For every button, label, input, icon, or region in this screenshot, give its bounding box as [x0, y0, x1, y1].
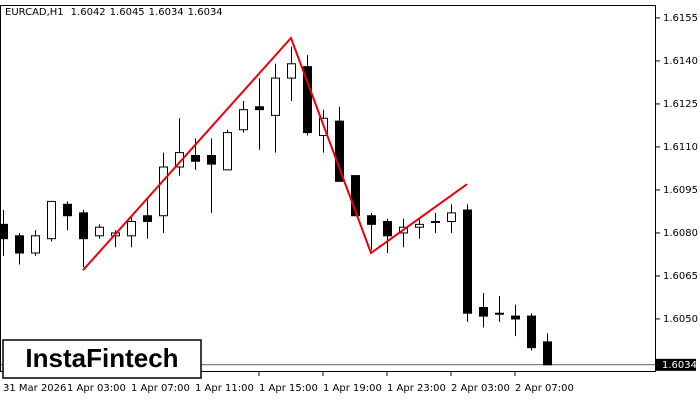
x-tick-label: 1 Apr 07:00: [131, 383, 190, 394]
x-tick-label: 2 Apr 03:00: [451, 383, 510, 394]
candle-body: [543, 341, 552, 366]
header-high: 1.6045: [110, 7, 145, 18]
candle-body: [175, 152, 184, 168]
x-tick-label: 1 Apr 03:00: [67, 383, 126, 394]
x-tick-label: 1 Apr 19:00: [323, 383, 382, 394]
candle-body: [335, 120, 344, 182]
plot-frame: [0, 5, 656, 372]
y-tick-label: 1.6050: [663, 314, 698, 325]
header-close: 1.6034: [188, 7, 223, 18]
candle-body: [527, 315, 536, 349]
y-tick-label: 1.6110: [663, 142, 698, 153]
candle-body: [479, 306, 488, 317]
candle-body: [351, 175, 360, 217]
x-tick-label: 1 Apr 11:00: [195, 383, 254, 394]
candle-body: [447, 212, 456, 222]
candle-body: [383, 220, 392, 237]
candle-body: [415, 223, 424, 228]
candle-body: [0, 223, 8, 240]
y-tick-label: 1.6065: [663, 271, 698, 282]
current-price-box: [656, 358, 696, 371]
candle-body: [511, 315, 520, 320]
header-low: 1.6034: [149, 7, 184, 18]
candle-body: [287, 63, 296, 79]
candle-body: [127, 220, 136, 237]
y-tick-label: 1.6095: [663, 185, 698, 196]
x-tick-label: 1 Apr 23:00: [387, 383, 446, 394]
y-tick-label: 1.6140: [663, 56, 698, 67]
candle-body: [15, 235, 24, 254]
candle-body: [431, 220, 440, 223]
candle-body: [463, 209, 472, 314]
candle-body: [191, 155, 200, 162]
pattern-line: [82, 36, 468, 271]
x-tick-label: 2 Apr 07:00: [515, 383, 574, 394]
watermark-box: [2, 339, 202, 379]
candle-body: [367, 215, 376, 225]
candle-body: [255, 106, 264, 111]
chart-header: EURCAD,H1 1.6042 1.6045 1.6034 1.6034: [5, 7, 223, 18]
candle-body: [495, 312, 504, 315]
candle-body: [63, 203, 72, 217]
y-tick-label: 1.6155: [663, 13, 698, 24]
watermark: InstaFintech: [25, 343, 178, 373]
candle-body: [223, 132, 232, 171]
y-tick-label: 1.6080: [663, 228, 698, 239]
header-open: 1.6042: [71, 7, 106, 18]
candle-body: [207, 155, 216, 165]
candle-body: [239, 109, 248, 131]
x-tick-label: 31 Mar 2026: [3, 383, 66, 394]
symbol: EURCAD,H1: [5, 7, 64, 18]
candle-body: [303, 66, 312, 134]
candle-body: [79, 212, 88, 240]
plot-area: [0, 36, 552, 366]
candle-body: [159, 166, 168, 217]
candle-body: [47, 200, 56, 240]
x-tick-label: 1 Apr 15:00: [259, 383, 318, 394]
candle-body: [271, 77, 280, 116]
candle-body: [95, 226, 104, 237]
candle-body: [143, 215, 152, 222]
current-price-label: 1.6034: [662, 360, 697, 371]
candle-body: [31, 235, 40, 254]
y-tick-label: 1.6125: [663, 99, 698, 110]
